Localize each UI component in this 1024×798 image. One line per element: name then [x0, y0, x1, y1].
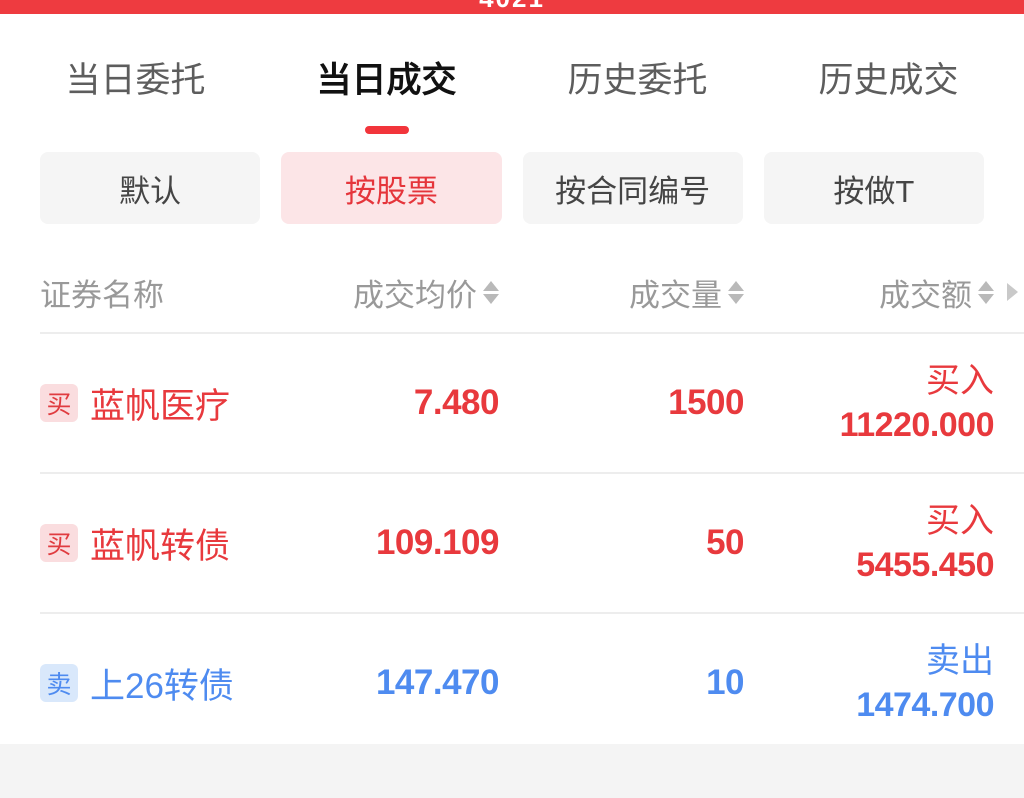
col-avg-price[interactable]: 成交均价	[299, 270, 499, 315]
trade-direction: 买入	[926, 501, 994, 540]
security-name-cell: 买 蓝帆医疗	[40, 378, 299, 429]
amount-cell: 买入 11220.000	[744, 359, 995, 447]
tab-today-trades[interactable]: 当日成交	[261, 38, 512, 134]
sort-icon[interactable]	[483, 280, 499, 304]
chevron-right-icon[interactable]	[1007, 283, 1018, 301]
buy-badge: 买	[40, 384, 78, 422]
avg-price: 109.109	[375, 523, 500, 562]
security-name-cell: 买 蓝帆转债	[40, 518, 299, 569]
col-amount[interactable]: 成交额	[744, 270, 1018, 315]
trade-row[interactable]: 买 蓝帆转债 109.109 50 买入 5455.450	[0, 474, 1024, 612]
avg-price: 7.480	[413, 383, 500, 422]
filter-bar: 默认 按股票 按合同编号 按做T	[40, 152, 984, 224]
sell-badge: 卖	[40, 664, 78, 702]
filter-by-stock[interactable]: 按股票	[281, 152, 502, 224]
tab-bar: 当日委托 当日成交 历史委托 历史成交	[0, 14, 1024, 134]
top-red-bar: 4021	[0, 0, 1024, 14]
trade-row[interactable]: 卖 上26转债 147.470 10 卖出 1474.700	[0, 614, 1024, 752]
filter-default[interactable]: 默认	[40, 152, 261, 224]
footer-strip	[0, 744, 1024, 798]
sort-icon[interactable]	[978, 280, 994, 304]
table-header: 证券名称 成交均价 成交量 成交额	[0, 268, 1024, 316]
tab-label: 历史成交	[818, 61, 959, 100]
tab-history-orders[interactable]: 历史委托	[512, 38, 763, 118]
col-volume[interactable]: 成交量	[499, 270, 744, 315]
divider	[40, 472, 1024, 474]
filter-by-contract-no[interactable]: 按合同编号	[522, 152, 743, 224]
tab-label: 当日成交	[316, 61, 457, 100]
amount-cell: 卖出 1474.700	[744, 639, 994, 727]
divider	[40, 612, 1024, 614]
tab-history-trades[interactable]: 历史成交	[763, 38, 1014, 118]
active-tab-underline	[364, 126, 409, 134]
security-name: 上26转债	[90, 666, 234, 706]
trade-direction: 卖出	[926, 641, 994, 680]
tab-today-orders[interactable]: 当日委托	[10, 38, 261, 118]
col-label: 证券名称	[40, 277, 164, 313]
buy-badge: 买	[40, 524, 78, 562]
tab-label: 当日委托	[65, 61, 206, 100]
avg-price: 147.470	[375, 663, 500, 702]
trade-direction: 买入	[926, 361, 994, 400]
amount: 1474.700	[856, 686, 994, 724]
amount: 11220.000	[839, 406, 995, 444]
col-label: 成交量	[629, 277, 722, 313]
col-security-name: 证券名称	[40, 270, 299, 315]
security-name: 蓝帆医疗	[90, 386, 231, 426]
volume: 1500	[668, 383, 744, 422]
security-name-cell: 卖 上26转债	[40, 658, 299, 709]
clipped-header-text: 4021	[0, 0, 1024, 14]
amount: 5455.450	[856, 546, 994, 584]
amount-cell: 买入 5455.450	[744, 499, 994, 587]
filter-by-t-trading[interactable]: 按做T	[763, 152, 984, 224]
tab-label: 历史委托	[567, 61, 708, 100]
sort-icon[interactable]	[728, 280, 744, 304]
trade-row[interactable]: 买 蓝帆医疗 7.480 1500 买入 11220.000	[0, 334, 1024, 472]
col-label: 成交均价	[353, 277, 477, 313]
volume: 50	[706, 523, 744, 562]
volume: 10	[706, 663, 744, 702]
col-label: 成交额	[879, 277, 972, 313]
security-name: 蓝帆转债	[90, 526, 231, 566]
divider	[40, 332, 1024, 334]
